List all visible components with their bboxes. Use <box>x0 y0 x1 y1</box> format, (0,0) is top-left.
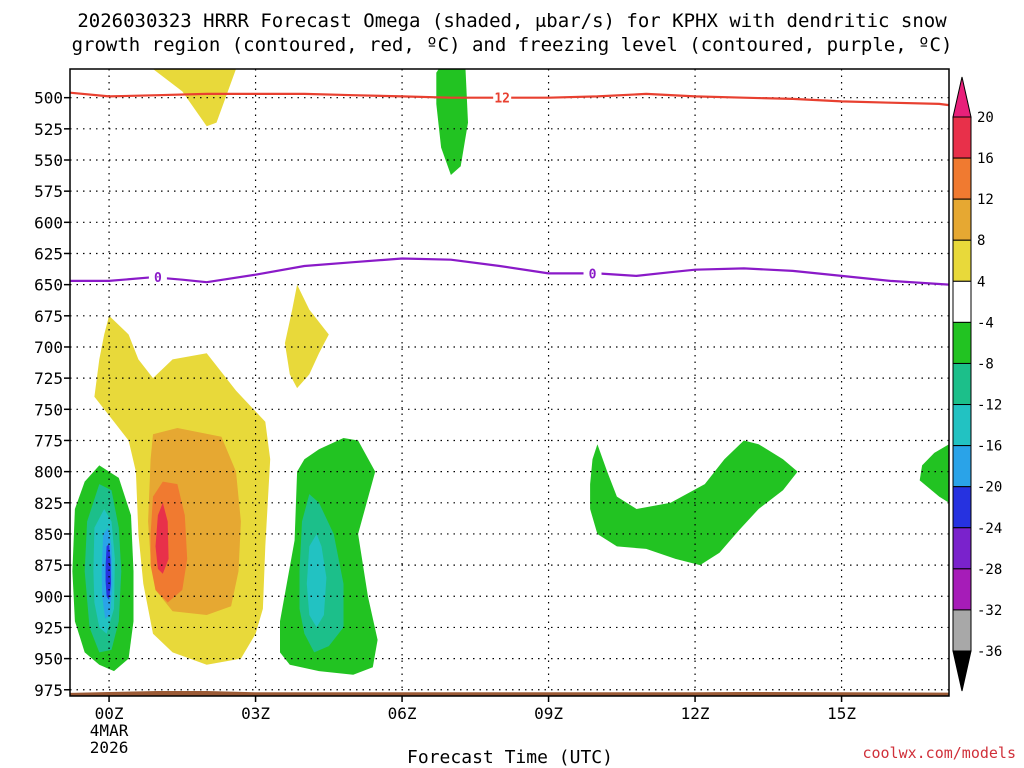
colorbar-label-10: -24 <box>977 521 1002 537</box>
colorbar-bin-6 <box>952 362 972 406</box>
y-tick-label-775: 775 <box>34 431 63 450</box>
y-tick-label-650: 650 <box>34 276 63 295</box>
colorbar-bin-8 <box>952 445 972 488</box>
colorbar-label-1: 16 <box>977 151 994 167</box>
colorbar-legend: 20 16 12 8 4 -4 -8 -12 -16 -20 -24 -28 -32 -36 <box>952 76 1002 692</box>
region-pos-small-mid <box>284 284 329 389</box>
y-tick-label-675: 675 <box>34 307 63 326</box>
colorbar-bin-5 <box>952 321 972 364</box>
colorbar-label-7: -12 <box>977 398 1002 414</box>
region-neg-top-mid <box>436 69 468 175</box>
y-axis: 500 525 550 575 600 625 650 675 700 725 750 775 800 8… <box>34 89 70 700</box>
omega-shaded-regions <box>72 69 949 675</box>
credit-text: coolwx.com/models <box>862 744 1016 762</box>
region-neg-mid-12 <box>306 534 327 628</box>
colorbar-label-2: 12 <box>977 192 994 208</box>
contour-label-bg-freezing-0C-0 <box>148 270 167 284</box>
x-tick-label-00Z: 00Z <box>95 704 124 723</box>
y-tick-label-900: 900 <box>34 587 63 606</box>
colorbar-label-8: -16 <box>977 439 1002 455</box>
y-tick-label-600: 600 <box>34 213 63 232</box>
x-tick-label-09Z: 09Z <box>534 704 563 723</box>
y-tick-label-925: 925 <box>34 618 63 637</box>
y-tick-label-700: 700 <box>34 338 63 357</box>
y-tick-label-725: 725 <box>34 369 63 388</box>
plot-frame <box>69 68 950 697</box>
chart-title: 2026030323 HRRR Forecast Omega (shaded, … <box>72 10 953 56</box>
y-tick-label-750: 750 <box>34 400 63 419</box>
region-pos-top-left <box>123 69 236 127</box>
colorbar-label-12: -32 <box>977 603 1002 619</box>
x-tick-label-15Z: 15Z <box>827 704 856 723</box>
colorbar-bin-11 <box>952 568 972 611</box>
contour-label-bg-dgz-12C-0 <box>493 90 512 104</box>
x-tick-sublabel-year: 2026 <box>90 738 129 757</box>
colorbar-bin-4 <box>952 280 972 323</box>
contour-label-dgz-12C-0: 12 <box>494 92 510 107</box>
colorbar-bin-1 <box>952 157 972 200</box>
y-tick-label-625: 625 <box>34 244 63 263</box>
colorbar-bin-7 <box>952 404 972 447</box>
x-tick-label-03Z: 03Z <box>241 704 270 723</box>
colorbar-label-3: 8 <box>977 233 985 249</box>
colorbar-bin-2 <box>952 198 972 241</box>
title-line-2: growth region (contoured, red, ºC) and f… <box>72 34 953 56</box>
x-tick-sublabel-date: 4MAR <box>90 721 129 740</box>
colorbar-bottom-arrow <box>952 650 972 692</box>
contour-dgz-12C <box>70 91 949 107</box>
y-tick-label-525: 525 <box>34 120 63 139</box>
colorbar-label-0: 20 <box>977 110 994 126</box>
colorbar-label-9: -20 <box>977 480 1002 496</box>
colorbar-bin-3 <box>952 239 972 282</box>
colorbar-bin-9 <box>952 486 972 529</box>
y-tick-label-800: 800 <box>34 463 63 482</box>
temperature-contours: 12 0 0 <box>70 90 949 286</box>
region-neg-right-4 <box>590 440 798 566</box>
y-tick-label-950: 950 <box>34 650 63 669</box>
y-tick-label-850: 850 <box>34 525 63 544</box>
region-neg-far-right <box>919 444 949 503</box>
contour-label-freezing-0C-0: 0 <box>154 271 162 286</box>
y-tick-label-550: 550 <box>34 151 63 170</box>
colorbar-bin-0 <box>952 116 972 159</box>
y-tick-label-875: 875 <box>34 556 63 575</box>
x-tick-label-12Z: 12Z <box>681 704 710 723</box>
title-line-1: 2026030323 HRRR Forecast Omega (shaded, … <box>77 10 947 32</box>
grid-lines <box>70 69 949 696</box>
x-axis-label: Forecast Time (UTC) <box>407 747 613 768</box>
colorbar-label-13: -36 <box>977 644 1002 660</box>
colorbar-label-5: -4 <box>977 315 994 331</box>
colorbar-label-4: 4 <box>977 274 985 290</box>
y-tick-label-825: 825 <box>34 494 63 513</box>
contour-label-freezing-0C-1: 0 <box>589 267 597 282</box>
contour-freezing-0C <box>70 257 949 286</box>
terrain-band <box>70 691 949 696</box>
colorbar-label-11: -28 <box>977 562 1002 578</box>
region-pos-big-16 <box>155 502 169 574</box>
colorbar-label-6: -8 <box>977 356 994 372</box>
x-tick-label-06Z: 06Z <box>388 704 417 723</box>
y-tick-label-975: 975 <box>34 681 63 700</box>
colorbar-top-arrow <box>952 76 972 118</box>
contour-label-bg-freezing-0C-1 <box>583 266 602 280</box>
terrain <box>70 691 949 696</box>
colorbar-bin-12 <box>952 609 972 652</box>
colorbar-bin-10 <box>952 527 972 570</box>
y-tick-label-500: 500 <box>34 89 63 108</box>
y-tick-label-575: 575 <box>34 182 63 201</box>
